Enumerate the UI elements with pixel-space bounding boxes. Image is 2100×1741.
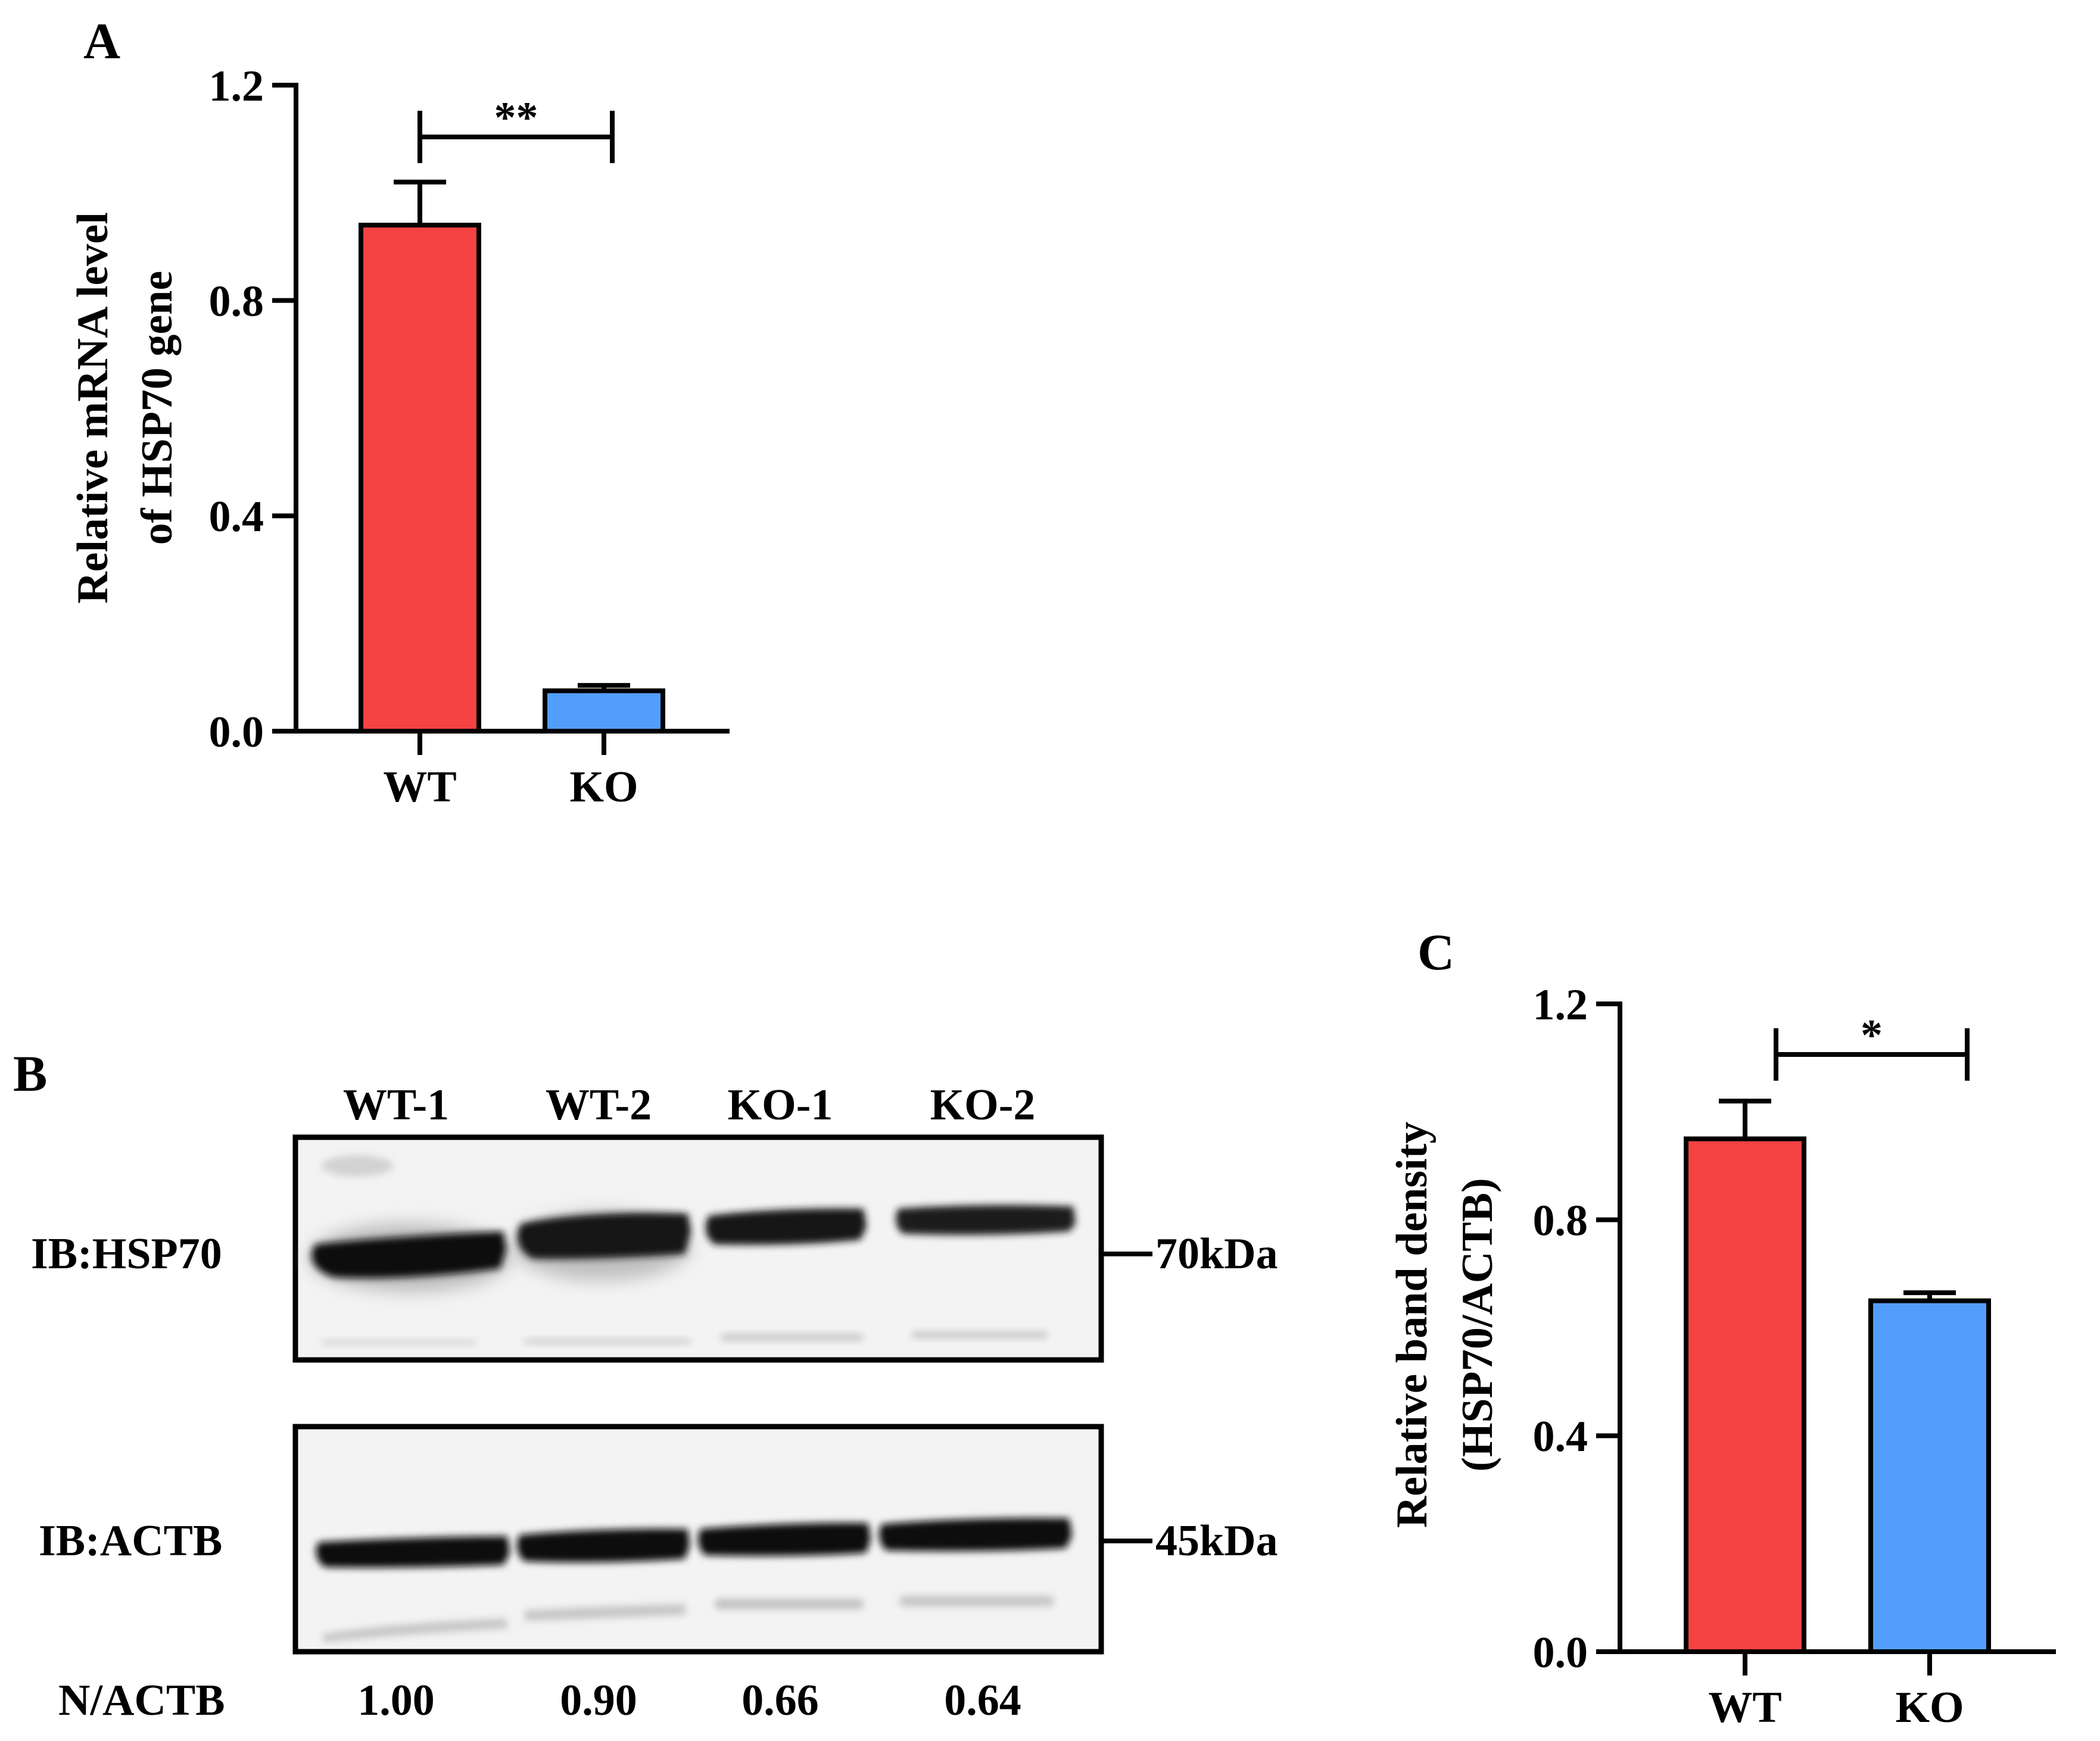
y-tick-label: 0.4 — [209, 492, 264, 541]
band — [705, 1208, 867, 1245]
band — [316, 1536, 510, 1568]
ratio-value: 1.00 — [357, 1676, 435, 1725]
chart-c: 0.0 0.4 0.8 1.2 WT KO * Relative band density (H… — [1388, 981, 2056, 1732]
x-tick-label: KO — [569, 763, 638, 812]
y-tick-label: 0.0 — [1533, 1628, 1588, 1677]
y-tick-label: 0.0 — [209, 708, 264, 757]
y-tick-label: 0.8 — [1533, 1197, 1588, 1246]
significance-label: ** — [494, 93, 538, 142]
panel-c-letter: C — [1417, 923, 1454, 981]
band — [896, 1205, 1076, 1235]
band — [698, 1522, 871, 1556]
band — [517, 1528, 690, 1563]
blot-actb: IB:ACTB 45kDa — [39, 1424, 1278, 1655]
band — [311, 1231, 506, 1278]
y-tick-label: 1.2 — [1533, 981, 1588, 1029]
bar — [543, 688, 665, 734]
lane-label: KO-1 — [728, 1081, 833, 1130]
band — [517, 1212, 691, 1259]
ratio-value: 0.64 — [944, 1676, 1021, 1725]
band — [879, 1518, 1072, 1552]
lane-label: KO-2 — [930, 1081, 1036, 1130]
x-tick-label: WT — [1708, 1683, 1781, 1732]
y-axis-label: Relative band density — [1388, 1122, 1437, 1528]
x-tick-label: WT — [383, 763, 456, 812]
x-tick-label: KO — [1895, 1683, 1964, 1732]
lane-label: WT-2 — [546, 1081, 652, 1130]
blot-label: IB:HSP70 — [31, 1230, 222, 1278]
blot-hsp70: IB:HSP70 70kDa — [31, 1134, 1278, 1363]
panel-b-letter: B — [13, 1045, 47, 1102]
panel-a-letter: A — [83, 13, 120, 70]
ratio-value: 0.66 — [741, 1676, 819, 1725]
chart-a: 0.0 0.4 0.8 1.2 WT KO ** Relative mRNA level of … — [68, 62, 730, 812]
lane-label: WT-1 — [343, 1081, 449, 1130]
size-marker: 70kDa — [1155, 1230, 1278, 1278]
y-axis-label: Relative mRNA level — [68, 212, 117, 604]
y-tick-label: 1.2 — [209, 62, 264, 111]
size-marker: 45kDa — [1155, 1517, 1278, 1565]
bar — [1868, 1298, 1991, 1655]
significance-label: * — [1861, 1011, 1883, 1060]
y-tick-label: 0.4 — [1533, 1412, 1588, 1461]
blot-label: IB:ACTB — [39, 1517, 222, 1565]
y-axis-label: of HSP70 gene — [133, 271, 182, 545]
ratio-label: N/ACTB — [58, 1676, 225, 1725]
y-axis-label: (HSP70/ACTB) — [1453, 1178, 1502, 1471]
y-tick-label: 0.8 — [209, 277, 264, 326]
bar — [1684, 1136, 1806, 1654]
ratio-value: 0.90 — [560, 1676, 637, 1725]
bar — [359, 223, 481, 734]
western-blot: WT-1 WT-2 KO-1 KO-2 IB:HSP70 70kDa — [31, 1081, 1278, 1725]
